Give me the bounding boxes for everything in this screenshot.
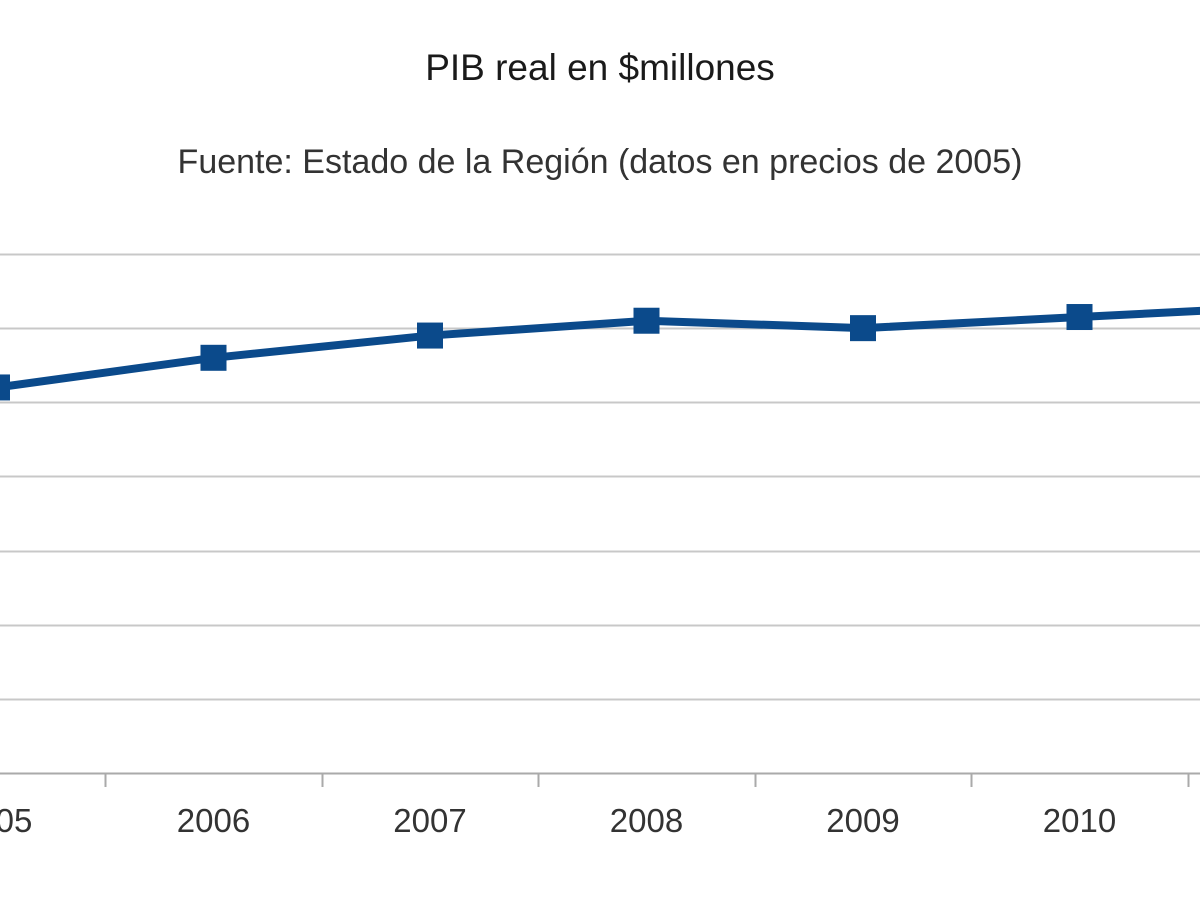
- x-tick-label: 2006: [177, 802, 250, 839]
- x-tick-labels: 05 2006 2007 2008 2009 2010: [0, 802, 1116, 839]
- data-point-marker: [633, 307, 660, 334]
- data-point-marker: [850, 315, 876, 342]
- data-point-marker: [1066, 304, 1093, 331]
- x-tick-label: 2007: [393, 802, 466, 839]
- x-ticks: [104, 773, 1190, 787]
- data-point-marker: [200, 344, 227, 371]
- chart-title: PIB real en $millones: [425, 47, 775, 88]
- data-point-marker: [417, 322, 443, 349]
- x-tick-label: 2009: [826, 802, 899, 839]
- x-tick-label: 2010: [1043, 802, 1116, 839]
- data-point-marker: [0, 374, 10, 401]
- series-group: [0, 304, 1200, 401]
- gridlines: [0, 253, 1200, 701]
- x-tick-label: 05: [0, 802, 32, 839]
- chart-subtitle: Fuente: Estado de la Región (datos en pr…: [177, 143, 1023, 181]
- series-line: [0, 306, 1200, 392]
- x-tick-label: 2008: [610, 802, 683, 839]
